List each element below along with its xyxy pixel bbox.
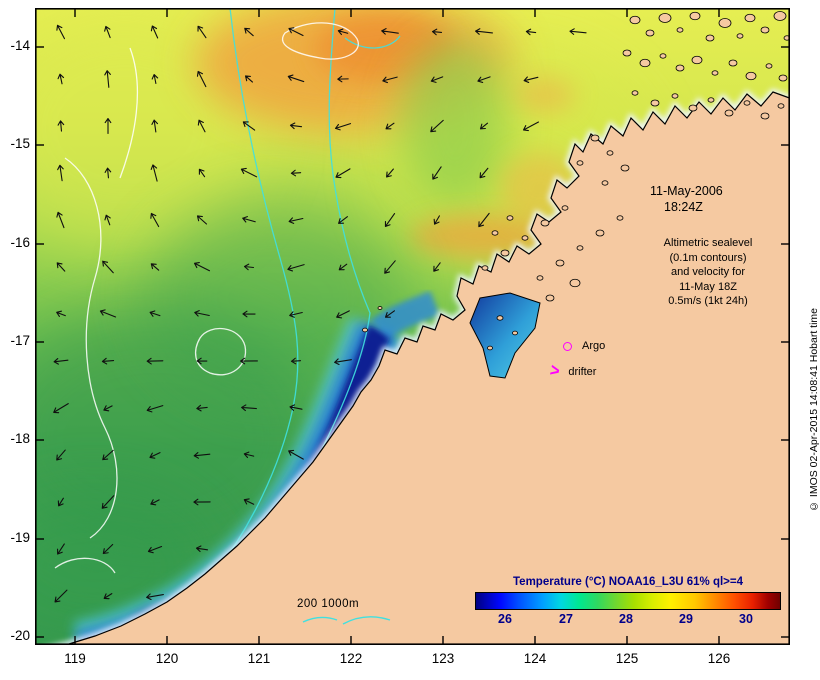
- latitude-label: -14: [10, 38, 30, 53]
- longitude-label: 120: [155, 651, 179, 666]
- date-annotation: 11-May-2006 18:24Z: [650, 184, 723, 215]
- latitude-label: -17: [10, 333, 30, 348]
- sst-map-svg: [35, 8, 790, 645]
- info-line: 11-May 18Z: [679, 280, 737, 293]
- longitude-label: 122: [339, 651, 363, 666]
- axis-ticks: [35, 8, 790, 645]
- colorbar-tick: 30: [739, 612, 753, 626]
- land-mass: [52, 11, 790, 645]
- colorbar-ticks: 26 27 28 29 30: [475, 612, 781, 628]
- latitude-label: -18: [10, 431, 30, 446]
- latitude-label: -16: [10, 235, 30, 250]
- info-line: Altimetric sealevel: [663, 237, 753, 249]
- drifter-label: drifter: [568, 366, 597, 378]
- altimetry-info: Altimetric sealevel (0.1m contours) and …: [633, 236, 783, 309]
- depth-legend-curves: [302, 616, 391, 625]
- date-line: 11-May-2006: [650, 184, 723, 198]
- argo-label: Argo: [582, 340, 606, 352]
- sealevel-contours: [54, 22, 359, 574]
- longitude-label: 123: [431, 651, 455, 666]
- info-line: and velocity for: [671, 266, 745, 279]
- longitude-label: 121: [247, 651, 271, 666]
- latitude-label: -15: [10, 136, 30, 151]
- latitude-label: -19: [10, 530, 30, 545]
- coastline: [62, 91, 790, 645]
- colorbar-tick: 27: [559, 612, 573, 626]
- argo-annotation: Argo: [563, 340, 605, 352]
- king-sound-water: [469, 292, 541, 379]
- drifter-annotation: > drifter: [548, 360, 597, 382]
- info-line: (0.1m contours): [669, 251, 747, 264]
- longitude-label: 125: [615, 651, 639, 666]
- islands: [362, 11, 790, 351]
- colorbar-title: Temperature (°C) NOAA16_L3U 61% ql>=4: [513, 576, 743, 588]
- map-plot-area: 11-May-2006 18:24Z Altimetric sealevel (…: [35, 8, 790, 645]
- time-line: 18:24Z: [664, 199, 703, 214]
- longitude-label: 124: [523, 651, 547, 666]
- info-line: 0.5m/s (1kt 24h): [668, 295, 748, 308]
- longitude-label: 119: [64, 651, 86, 666]
- map-frame: [35, 8, 790, 645]
- copyright-text: © IMOS 02-Apr-2015 14:08:41 Hobart time: [807, 308, 820, 513]
- drifter-marker: >: [548, 360, 562, 382]
- colorbar-tick: 28: [619, 612, 633, 626]
- colorbar-tick: 29: [679, 612, 693, 626]
- depth-legend-label: 200 1000m: [297, 598, 360, 610]
- longitude-label: 126: [707, 651, 731, 666]
- velocity-arrows: [53, 24, 587, 603]
- latitude-label: -20: [10, 628, 30, 643]
- temperature-colorbar: Temperature (°C) NOAA16_L3U 61% ql>=4 26…: [475, 576, 781, 628]
- colorbar-gradient: [475, 592, 781, 610]
- colorbar-tick: 26: [498, 612, 512, 626]
- argo-float-marker: [563, 341, 572, 351]
